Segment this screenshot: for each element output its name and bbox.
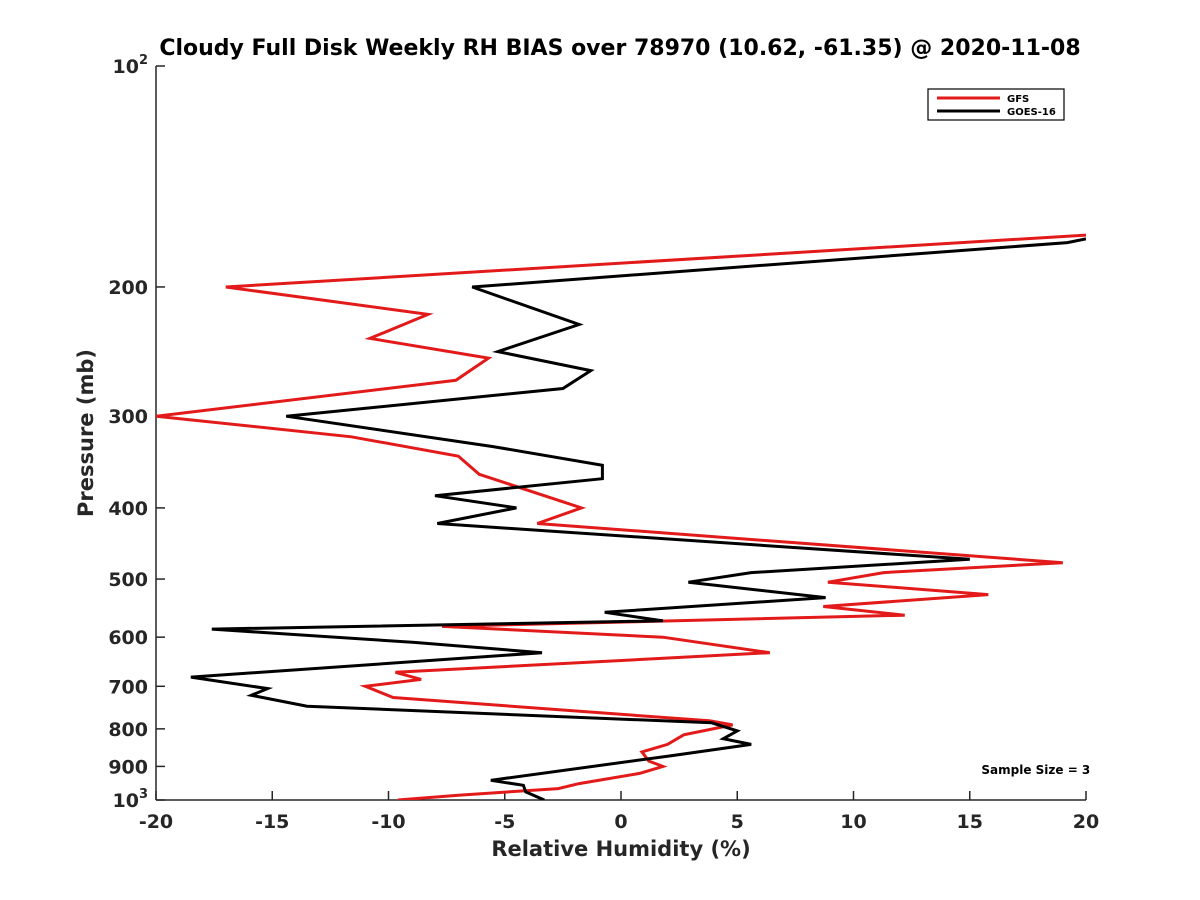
y-tick-exponent: 2 xyxy=(139,53,148,68)
series-line-gfs xyxy=(156,233,1086,800)
legend-box xyxy=(927,88,1065,121)
series-layer xyxy=(156,233,1086,800)
x-axis-title: Relative Humidity (%) xyxy=(491,837,750,861)
legend: GFS GOES-16 xyxy=(927,88,1065,121)
x-tick-label: 0 xyxy=(614,811,627,833)
sample-size-annotation: Sample Size = 3 xyxy=(981,763,1090,777)
plot-area: -20 -15 -10 -5 0 5 10 15 20 10220030040050060070… xyxy=(108,53,1099,833)
y-tick-label: 102 xyxy=(113,53,149,78)
y-tick-base: 10 xyxy=(113,56,139,78)
y-tick-exponent: 3 xyxy=(139,787,148,802)
x-ticks: -20 -15 -10 -5 0 5 10 15 20 xyxy=(139,791,1099,833)
y-tick-label: 900 xyxy=(108,756,148,778)
y-tick-label: 103 xyxy=(113,787,149,812)
x-tick-label: -15 xyxy=(255,811,289,833)
series-line-goes-16 xyxy=(190,237,1086,800)
legend-label: GFS xyxy=(1007,94,1029,105)
y-tick-label: 600 xyxy=(108,627,148,649)
legend-label: GOES-16 xyxy=(1007,107,1056,118)
y-tick-label: 200 xyxy=(108,277,148,299)
y-tick-base: 10 xyxy=(113,790,139,812)
x-tick-label: 15 xyxy=(957,811,983,833)
x-tick-label: 5 xyxy=(731,811,744,833)
x-tick-label: 10 xyxy=(840,811,866,833)
x-tick-label: -5 xyxy=(494,811,515,833)
x-tick-label: -20 xyxy=(139,811,173,833)
x-tick-label: -10 xyxy=(371,811,405,833)
y-axis-title: Pressure (mb) xyxy=(74,349,98,517)
y-tick-label: 700 xyxy=(108,676,148,698)
y-tick-label: 300 xyxy=(108,406,148,428)
y-tick-label: 500 xyxy=(108,569,148,591)
y-tick-label: 400 xyxy=(108,498,148,520)
annotation-layer: Sample Size = 3 xyxy=(981,763,1090,777)
chart-title: Cloudy Full Disk Weekly RH BIAS over 789… xyxy=(159,36,1080,61)
x-tick-label: 20 xyxy=(1073,811,1099,833)
y-tick-label: 800 xyxy=(108,719,148,741)
